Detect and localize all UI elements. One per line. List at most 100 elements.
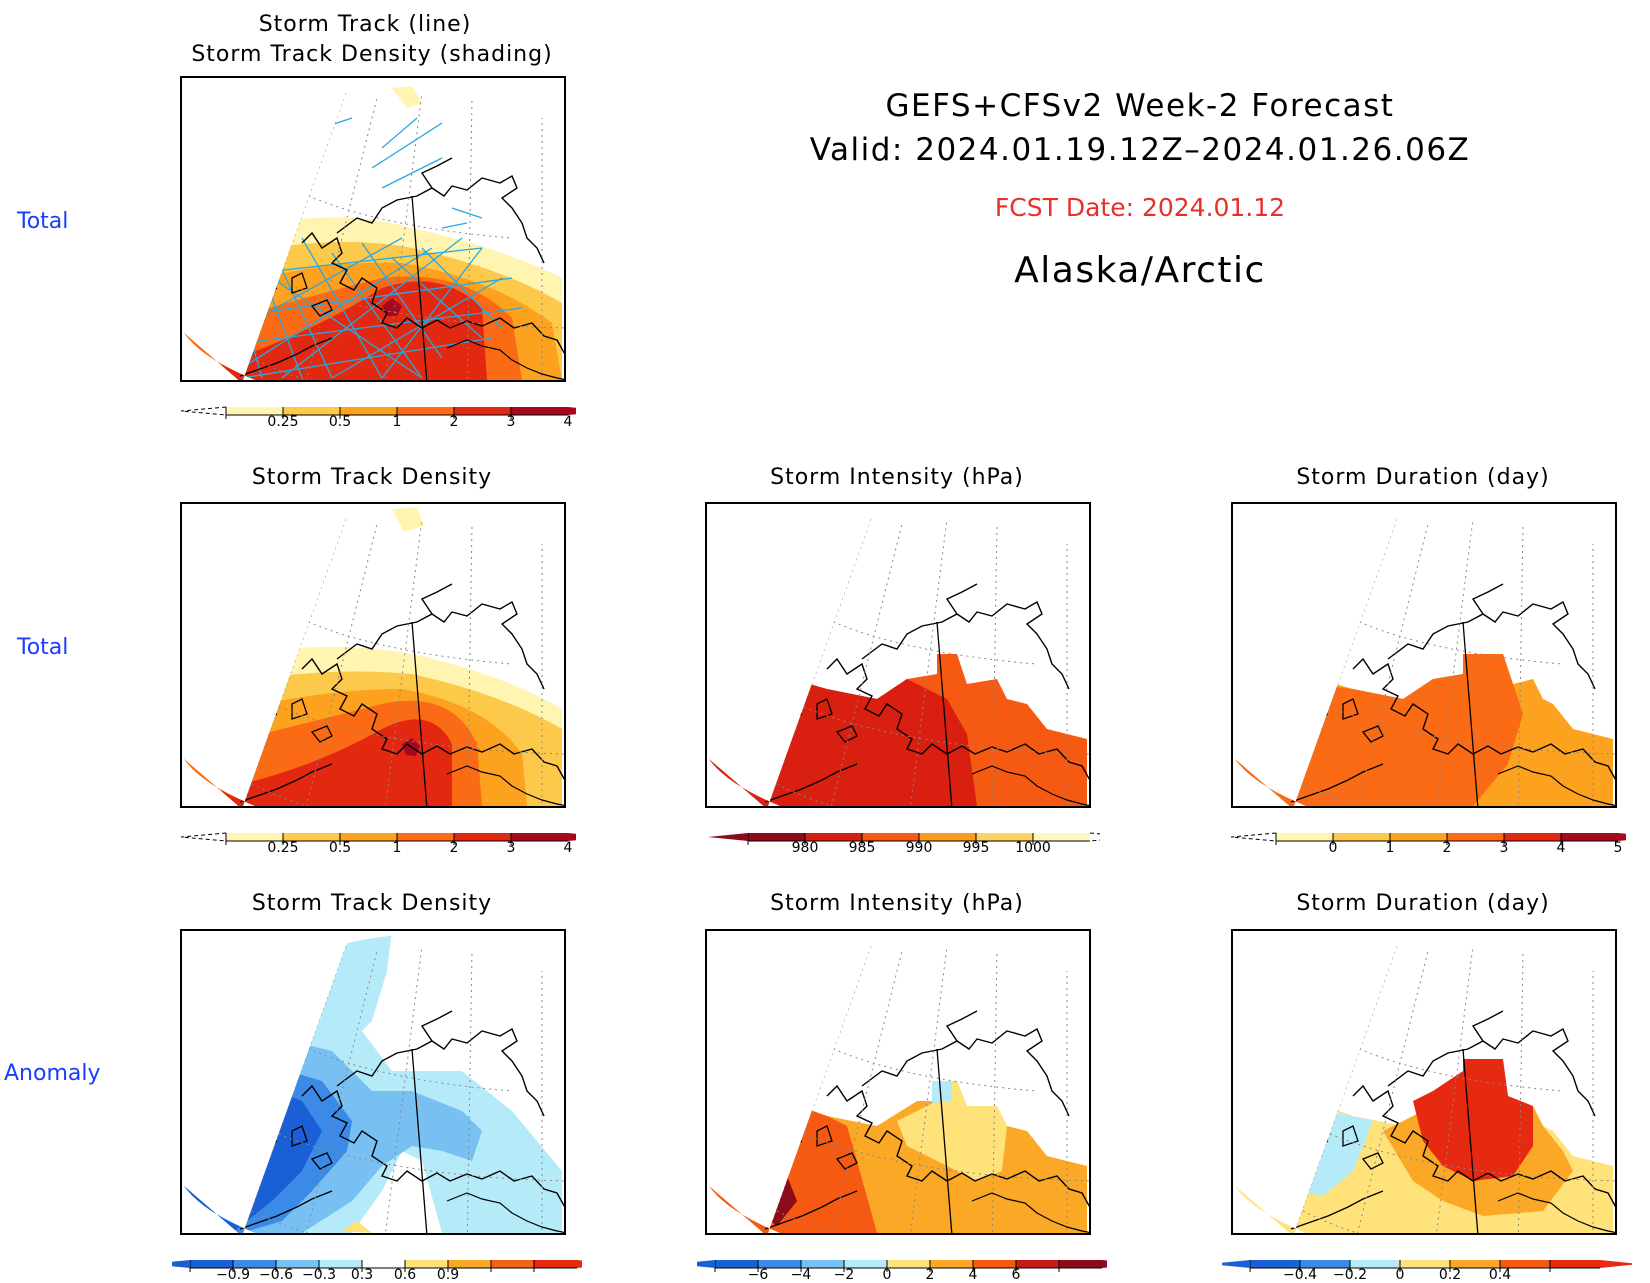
colorbar-arrow xyxy=(708,833,748,841)
colorbar-swatch xyxy=(1350,1260,1400,1268)
colorbar-open-end xyxy=(180,832,227,842)
colorbar-tick-label: −0.9 xyxy=(216,1267,250,1283)
colorbar-tick-label: 2 xyxy=(1442,840,1452,856)
colorbar-tick-label: −6 xyxy=(747,1267,769,1283)
map-panel-duration-anomaly xyxy=(1231,929,1617,1235)
colorbar-density-top xyxy=(180,406,576,419)
colorbar-swatch xyxy=(397,407,454,415)
colorbar-tick-label: 3 xyxy=(1499,840,1509,856)
colorbar-swatch xyxy=(1390,833,1447,841)
colorbar-swatch xyxy=(1300,1260,1350,1268)
colorbar-tick-label: 0.6 xyxy=(393,1267,417,1283)
colorbar-tick-label: 4 xyxy=(563,414,573,430)
panel-title-duration-total: Storm Duration (day) xyxy=(1296,465,1550,490)
colorbar-tick-label: −0.3 xyxy=(302,1267,336,1283)
map-panel-duration-total xyxy=(1231,502,1617,808)
colorbar-arrow xyxy=(577,1260,582,1268)
colorbar-swatch xyxy=(448,1260,491,1268)
colorbar-tick-label: 1000 xyxy=(1015,840,1051,856)
colorbar-swatch xyxy=(534,1260,577,1268)
colorbar-swatch xyxy=(1400,1260,1450,1268)
colorbar-tick-label: 2 xyxy=(449,414,459,430)
map-panel-density-total xyxy=(180,502,566,808)
colorbar-tick-label: 4 xyxy=(1556,840,1566,856)
colorbar-arrow xyxy=(568,407,576,415)
colorbar-tick-label: 0 xyxy=(1395,1267,1405,1283)
colorbar-swatch xyxy=(805,833,862,841)
colorbar-arrow xyxy=(1600,1260,1632,1268)
colorbar-open-end xyxy=(1230,832,1277,842)
colorbar-swatch xyxy=(748,833,805,841)
colorbar-swatch xyxy=(1447,833,1504,841)
colorbar-swatch xyxy=(340,833,397,841)
colorbar-swatch xyxy=(1504,833,1561,841)
colorbar-tick-label: 995 xyxy=(962,840,990,856)
colorbar-density-top-swatches xyxy=(180,406,576,419)
colorbar-swatch xyxy=(1500,1260,1550,1268)
panel-title-duration-anomaly: Storm Duration (day) xyxy=(1296,891,1550,916)
colorbar-tick-label: 0.4 xyxy=(1488,1267,1512,1283)
colorbar-swatch xyxy=(283,833,340,841)
colorbar-swatch xyxy=(340,407,397,415)
row-label-anomaly: Anomaly xyxy=(4,1061,101,1086)
colorbar-tick-label: 990 xyxy=(905,840,933,856)
colorbar-swatch xyxy=(511,407,568,415)
colorbar-tick-label: 0 xyxy=(1328,840,1338,856)
colorbar-density-anomaly xyxy=(172,1260,582,1272)
colorbar-tick-label: 985 xyxy=(848,840,876,856)
colorbar-swatch xyxy=(362,1260,405,1268)
colorbar-tick-label: 0.2 xyxy=(1438,1267,1462,1283)
forecast-date: FCST Date: 2024.01.12 xyxy=(994,193,1286,222)
colorbar-tick-label: 2 xyxy=(449,840,459,856)
colorbar-swatch xyxy=(1250,1260,1300,1268)
valid-period: Valid: 2024.01.19.12Z–2024.01.26.06Z xyxy=(809,132,1471,168)
colorbar-arrow xyxy=(172,1260,190,1268)
colorbar-tick-label: −2 xyxy=(833,1267,855,1283)
colorbar-arrow xyxy=(1102,1260,1107,1268)
colorbar-swatch xyxy=(715,1260,758,1268)
colorbar-swatch xyxy=(1333,833,1390,841)
colorbar-tick-label: 2 xyxy=(925,1267,935,1283)
colorbar-arrow xyxy=(568,833,576,841)
colorbar-tick-label: 1 xyxy=(392,414,402,430)
colorbar-swatch xyxy=(930,1260,973,1268)
colorbar-swatch xyxy=(976,833,1033,841)
colorbar-duration-anomaly xyxy=(1222,1260,1632,1272)
colorbar-swatch xyxy=(405,1260,448,1268)
map-panel-intensity-anomaly xyxy=(705,929,1091,1235)
panel-title-intensity-total: Storm Intensity (hPa) xyxy=(770,465,1024,490)
colorbar-swatch xyxy=(276,1260,319,1268)
colorbar-arrow xyxy=(697,1260,715,1268)
colorbar-tick-label: 4 xyxy=(563,840,573,856)
map-panel-intensity-total xyxy=(705,502,1091,808)
colorbar-swatch xyxy=(283,407,340,415)
colorbar-tick-label: −0.2 xyxy=(1333,1267,1367,1283)
colorbar-tick-label: 6 xyxy=(1011,1267,1021,1283)
colorbar-arrow xyxy=(1618,833,1626,841)
panel-title-track-line: Storm Track (line) xyxy=(258,12,472,37)
row-label-total-1: Total xyxy=(17,209,69,234)
colorbar-tick-label: 0.5 xyxy=(328,414,352,430)
colorbar-swatch xyxy=(1033,833,1090,841)
map-panel-density-anomaly xyxy=(180,929,566,1235)
colorbar-duration-total xyxy=(1230,832,1626,845)
colorbar-swatch xyxy=(887,1260,930,1268)
colorbar-tick-label: 1 xyxy=(392,840,402,856)
colorbar-tick-label: −0.6 xyxy=(259,1267,293,1283)
colorbar-swatch xyxy=(1561,833,1618,841)
colorbar-swatch xyxy=(511,833,568,841)
colorbar-tick-label: 0.25 xyxy=(267,840,299,856)
map-panel-track-line xyxy=(180,76,566,382)
panel-title-track-shading: Storm Track Density (shading) xyxy=(191,42,553,67)
row-label-total-2: Total xyxy=(17,635,69,660)
colorbar-swatch xyxy=(233,1260,276,1268)
colorbar-swatch xyxy=(1016,1260,1059,1268)
colorbar-swatch xyxy=(319,1260,362,1268)
colorbar-swatch xyxy=(973,1260,1016,1268)
colorbar-tick-label: 3 xyxy=(506,840,516,856)
colorbar-intensity-total xyxy=(708,832,1100,845)
colorbar-swatch xyxy=(1450,1260,1500,1268)
colorbar-open-end xyxy=(180,406,227,416)
panel-title-density-total: Storm Track Density xyxy=(251,465,493,490)
colorbar-tick-label: 0.25 xyxy=(267,414,299,430)
